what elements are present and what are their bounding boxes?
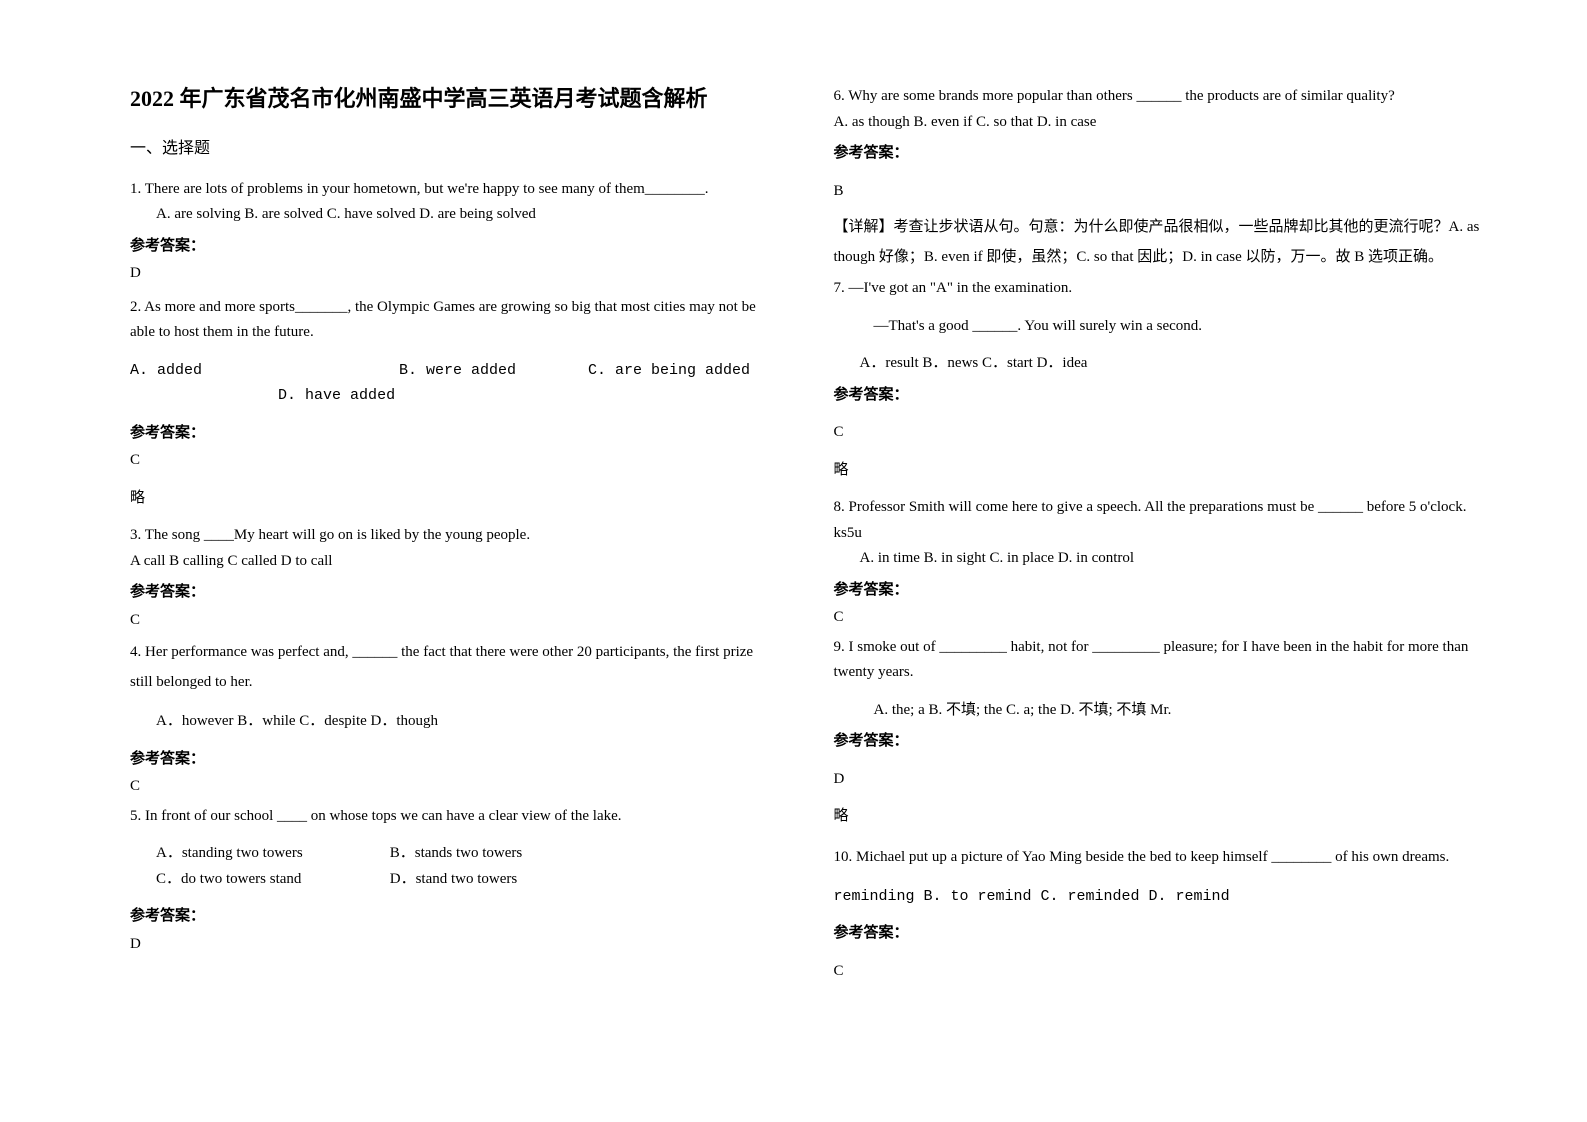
question-4: 4. Her performance was perfect and, ____… — [130, 637, 774, 735]
q10-stem: 10. Michael put up a picture of Yao Ming… — [834, 842, 1498, 872]
q2-answer: C — [130, 448, 774, 474]
doc-title: 2022 年广东省茂名市化州南盛中学高三英语月考试题含解析 — [130, 80, 774, 117]
page: 2022 年广东省茂名市化州南盛中学高三英语月考试题含解析 一、选择题 1. T… — [0, 0, 1587, 1122]
question-10: 10. Michael put up a picture of Yao Ming… — [834, 842, 1498, 872]
q3-answer: C — [130, 608, 774, 634]
question-7: 7. —I've got an "A" in the examination. … — [834, 276, 1498, 377]
q5-opt-a: A．standing two towers — [156, 841, 386, 867]
q6-answer-label: 参考答案： — [834, 141, 1498, 167]
question-2: 2. As more and more sports_______, the O… — [130, 295, 774, 346]
q6-stem: 6. Why are some brands more popular than… — [834, 84, 1498, 110]
question-9: 9. I smoke out of _________ habit, not f… — [834, 635, 1498, 724]
q2-options-row: A. added B. were added C. are being adde… — [130, 358, 774, 384]
q2-opt-d: D. have added — [278, 387, 395, 404]
q10-answer-label: 参考答案： — [834, 921, 1498, 947]
q5-opts-row2: C．do two towers stand D．stand two towers — [130, 867, 774, 893]
q10-answer: C — [834, 959, 1498, 985]
q4-answer-label: 参考答案： — [130, 747, 774, 773]
q4-options: A．however B．while C．despite D．though — [130, 709, 774, 735]
q8-answer-label: 参考答案： — [834, 578, 1498, 604]
q1-stem: 1. There are lots of problems in your ho… — [130, 177, 774, 203]
q5-answer: D — [130, 932, 774, 958]
q5-stem: 5. In front of our school ____ on whose … — [130, 804, 774, 830]
q2-answer-label: 参考答案： — [130, 421, 774, 447]
q10-options: reminding B. to remind C. reminded D. re… — [834, 884, 1498, 910]
question-1: 1. There are lots of problems in your ho… — [130, 177, 774, 228]
q4-stem: 4. Her performance was perfect and, ____… — [130, 637, 774, 697]
q6-answer: B — [834, 179, 1498, 205]
q4-answer: C — [130, 774, 774, 800]
question-8: 8. Professor Smith will come here to giv… — [834, 495, 1498, 572]
q3-stem: 3. The song ____My heart will go on is l… — [130, 523, 774, 549]
q9-stem: 9. I smoke out of _________ habit, not f… — [834, 635, 1498, 686]
question-3: 3. The song ____My heart will go on is l… — [130, 523, 774, 574]
question-6: 6. Why are some brands more popular than… — [834, 84, 1498, 135]
q5-opt-d: D．stand two towers — [390, 871, 518, 887]
q2-opt-b: B. were added — [399, 358, 579, 384]
q1-answer-label: 参考答案： — [130, 234, 774, 260]
q7-stem-1: 7. —I've got an "A" in the examination. — [834, 276, 1498, 302]
q7-stem-2: —That's a good ______. You will surely w… — [834, 314, 1498, 340]
q2-opt-a: A. added — [130, 358, 390, 384]
left-column: 2022 年广东省茂名市化州南盛中学高三英语月考试题含解析 一、选择题 1. T… — [100, 80, 814, 1082]
q8-answer: C — [834, 605, 1498, 631]
question-5: 5. In front of our school ____ on whose … — [130, 804, 774, 893]
q3-answer-label: 参考答案： — [130, 580, 774, 606]
q7-answer-label: 参考答案： — [834, 383, 1498, 409]
q6-options: A. as though B. even if C. so that D. in… — [834, 110, 1498, 136]
q9-options: A. the; a B. 不填; the C. a; the D. 不填; 不填… — [834, 698, 1498, 724]
q9-answer: D — [834, 767, 1498, 793]
q5-opt-c: C．do two towers stand — [156, 867, 386, 893]
right-column: 6. Why are some brands more popular than… — [814, 80, 1528, 1082]
section-heading: 一、选择题 — [130, 135, 774, 162]
q6-explanation: 【详解】考查让步状语从句。句意：为什么即使产品很相似，一些品牌却比其他的更流行呢… — [834, 212, 1498, 272]
q7-answer: C — [834, 420, 1498, 446]
q2-note: 略 — [130, 486, 774, 512]
q1-answer: D — [130, 261, 774, 287]
q8-stem: 8. Professor Smith will come here to giv… — [834, 495, 1498, 546]
q7-options: A．result B．news C．start D．idea — [834, 351, 1498, 377]
q8-options: A. in time B. in sight C. in place D. in… — [834, 546, 1498, 572]
q7-note: 略 — [834, 458, 1498, 484]
q9-answer-label: 参考答案： — [834, 729, 1498, 755]
q2-opt-c: C. are being added — [588, 362, 750, 379]
q5-answer-label: 参考答案： — [130, 904, 774, 930]
q2-stem: 2. As more and more sports_______, the O… — [130, 295, 774, 346]
q2-options-row2: being added D. have added — [130, 383, 774, 409]
q9-note: 略 — [834, 804, 1498, 830]
q1-options: A. are solving B. are solved C. have sol… — [130, 202, 774, 228]
q5-opts-row1: A．standing two towers B．stands two tower… — [130, 841, 774, 867]
q5-opt-b: B．stands two towers — [390, 845, 523, 861]
q3-options: A call B calling C called D to call — [130, 549, 774, 575]
